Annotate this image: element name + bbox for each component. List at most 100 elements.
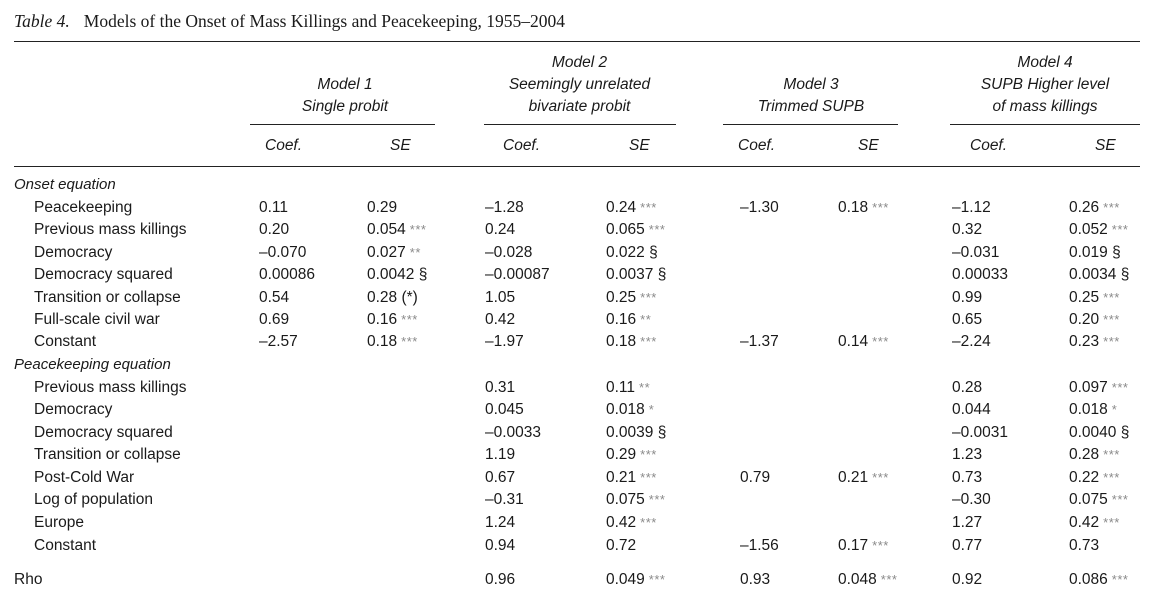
coef-cell: –1.30 [740,199,779,216]
significance-stars: *** [1111,492,1129,507]
significance-stars: * [648,402,655,417]
se-cell: 0.0042 § [367,264,427,286]
se-value: 0.11 [606,379,636,396]
se-value: 0.0037 § [606,266,667,283]
significance-stars: *** [880,572,898,587]
coef-cell: 1.05 [485,289,516,306]
significance-stars: *** [1103,334,1120,349]
coef-cell: –0.028 [485,244,533,261]
se-value: 0.16 [367,311,398,328]
se-cell: 0.18 *** [367,331,418,353]
se-value: 0.0040 § [1069,424,1130,441]
model-3-se-header: SE [858,137,879,154]
coef-cell: –1.28 [485,199,524,216]
model-2-se-header: SE [629,137,650,154]
significance-stars: *** [640,447,657,462]
se-value: 0.018 [1069,401,1108,418]
se-cell: 0.29 [367,197,397,219]
significance-stars: ** [640,312,652,327]
se-cell: 0.16 *** [367,309,418,331]
se-cell: 0.0034 § [1069,264,1129,286]
significance-stars: *** [1103,470,1120,485]
se-cell: 0.20 *** [1069,309,1120,331]
se-cell: 0.17 *** [838,535,889,557]
se-value: 0.048 [838,571,877,588]
se-cell: 0.16 ** [606,309,651,331]
se-cell: 0.42 *** [1069,512,1120,534]
coef-cell: 0.24 [485,221,516,238]
se-value: 0.23 [1069,333,1100,350]
se-value: 0.075 [1069,491,1108,508]
row-label: Peacekeeping [34,199,133,216]
coef-cell: 0.92 [952,571,983,588]
table-row: Democracy –0.070 0.027 ** –0.028 0.022 § –0.03… [0,242,1155,264]
se-value: 0.22 [1069,469,1100,486]
se-cell: 0.022 § [606,242,658,264]
coef-cell: 0.32 [952,221,983,238]
se-value: 0.019 § [1069,244,1121,261]
coef-cell: 1.27 [952,514,983,531]
model-3-rule [723,124,898,125]
se-value: 0.14 [838,333,869,350]
se-value: 0.052 [1069,221,1108,238]
coef-cell: –2.24 [952,333,991,350]
model-1-header: Model 1 Single probit [301,76,389,115]
row-label: Previous mass killings [34,221,187,238]
se-cell: 0.027 ** [367,242,421,264]
coef-cell: –0.00087 [485,266,550,283]
se-cell: 0.075 *** [606,489,665,511]
se-value: 0.065 [606,221,645,238]
row-label: Democracy squared [34,266,173,283]
coef-cell: 1.23 [952,446,983,463]
se-value: 0.72 [606,537,637,554]
se-value: 0.097 [1069,379,1108,396]
model-4-rule [950,124,1140,125]
model-4-header: Model 4 SUPB Higher level of mass killings [980,54,1110,115]
se-cell: 0.065 *** [606,219,665,241]
significance-stars: *** [1111,572,1129,587]
se-value: 0.18 [367,333,398,350]
se-cell: 0.14 *** [838,331,889,353]
header-rule [14,166,1140,167]
table-row: Rho 0.96 0.049 *** 0.93 0.048 *** 0.92 0.086 *** [0,569,1155,591]
row-label: Log of population [34,491,153,508]
section-label: Onset equation [14,176,116,193]
se-cell: 0.0040 § [1069,422,1129,444]
coef-cell: 0.67 [485,469,516,486]
se-value: 0.25 [606,289,637,306]
coef-cell: 0.28 [952,379,983,396]
se-value: 0.075 [606,491,645,508]
coef-cell: 0.045 [485,401,524,418]
model-4-coef-header: Coef. [970,137,1008,154]
significance-stars: *** [872,470,889,485]
table-caption: Table 4. Models of the Onset of Mass Kill… [14,11,565,32]
se-cell: 0.42 *** [606,512,657,534]
se-cell: 0.0037 § [606,264,666,286]
model-1-rule [250,124,435,125]
se-cell: 0.18 *** [838,197,889,219]
table-row: Previous mass killings 0.20 0.054 *** 0.24 0.… [0,219,1155,241]
se-value: 0.18 [838,199,869,216]
row-label: Transition or collapse [34,289,181,306]
top-rule [14,41,1140,42]
row-label: Democracy [34,401,113,418]
significance-stars: *** [1103,312,1120,327]
row-label: Rho [14,571,43,588]
model-2-header: Model 2 Seemingly unrelated bivariate prob… [508,54,651,115]
section-header: Peacekeeping equation [0,354,1155,376]
model-4-se-header: SE [1095,137,1116,154]
significance-stars: *** [1111,380,1129,395]
significance-stars: ** [639,380,651,395]
se-cell: 0.052 *** [1069,219,1128,241]
row-label: Europe [34,514,84,531]
coef-cell: 0.20 [259,221,290,238]
significance-stars: *** [640,200,657,215]
se-value: 0.018 [606,401,645,418]
table-row: Constant –2.57 0.18 *** –1.97 0.18 *** –1.37 0.1… [0,331,1155,353]
model-2-rule [484,124,676,125]
se-value: 0.0039 § [606,424,667,441]
se-value: 0.29 [367,199,398,216]
se-cell: 0.097 *** [1069,377,1128,399]
se-cell: 0.28 (*) [367,287,418,309]
coef-cell: 0.73 [952,469,983,486]
